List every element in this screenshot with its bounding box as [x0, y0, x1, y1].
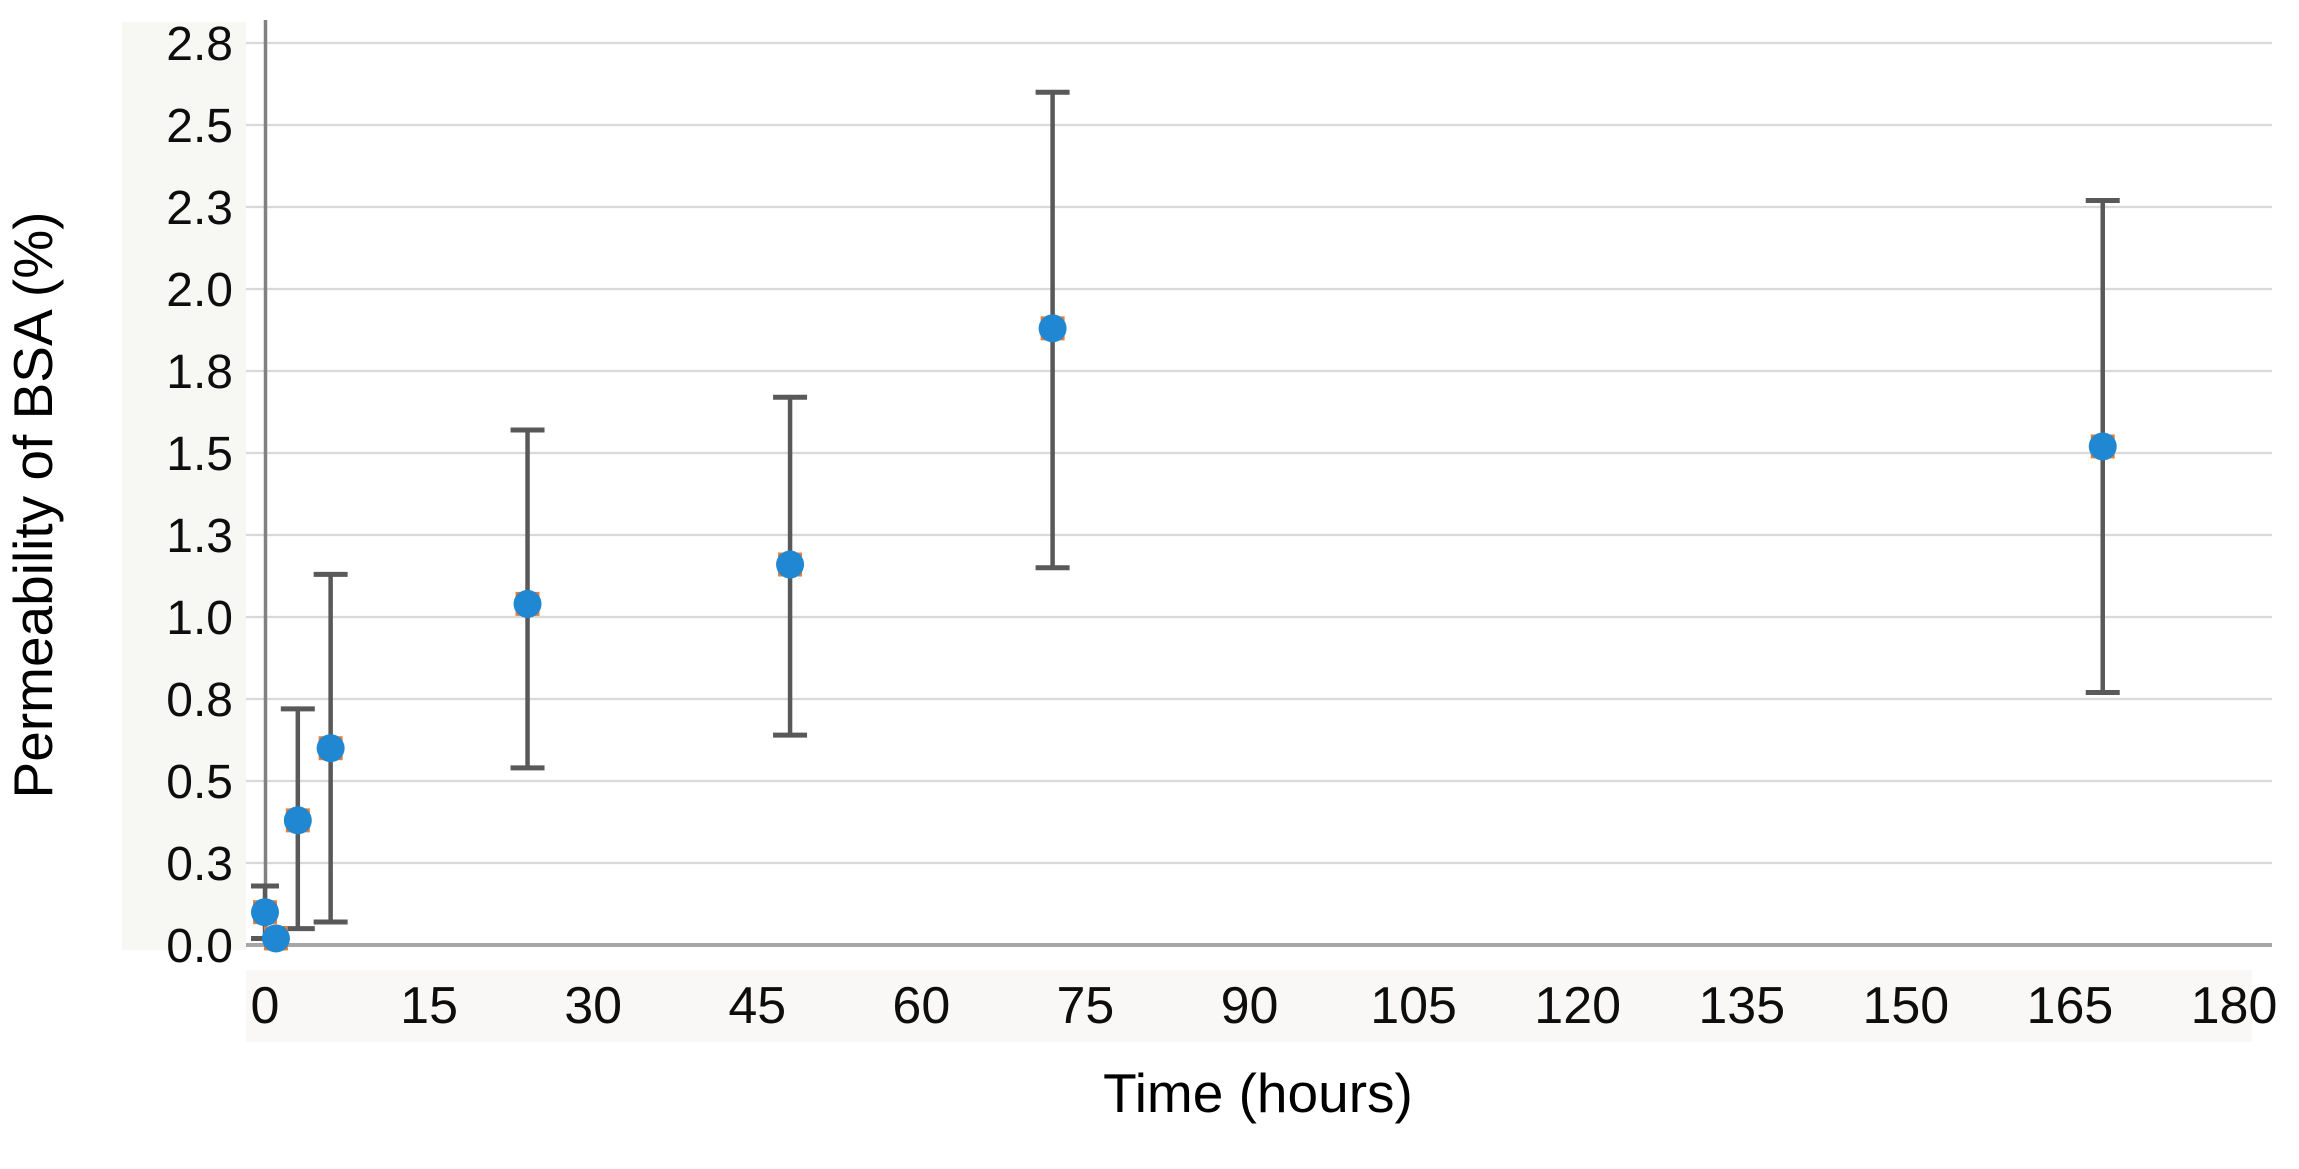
- x-tick-label: 0: [251, 977, 280, 1035]
- y-tick-label: 0.0: [166, 920, 233, 973]
- y-tick-label: 0.5: [166, 756, 233, 809]
- data-point-marker: [1038, 314, 1067, 343]
- y-tick-label: 2.0: [166, 264, 233, 317]
- blue-circle-marker: [316, 734, 345, 763]
- blue-circle-marker: [513, 589, 542, 618]
- blue-circle-marker: [1038, 314, 1067, 343]
- data-point-marker: [251, 898, 279, 927]
- x-tick-label: 105: [1370, 977, 1457, 1035]
- data-point-marker: [316, 734, 345, 763]
- y-tick-label: 0.8: [166, 674, 233, 727]
- x-tick-label: 135: [1698, 977, 1785, 1035]
- blue-circle-marker: [776, 550, 805, 579]
- data-point-marker: [283, 806, 312, 835]
- plot-area: 0.0 0.3 0.5 0.8 1.0 1.3 1.5 1.8 2.0 2.3 2.5 2.8 0 15 3…: [122, 18, 2277, 1042]
- blue-circle-marker: [283, 806, 312, 835]
- x-tick-label: 120: [1534, 977, 1621, 1035]
- data-point-marker: [513, 589, 542, 618]
- y-tick-label: 0.3: [166, 838, 233, 891]
- x-axis-title: Time (hours): [1103, 1062, 1413, 1124]
- y-axis-title: Permeability of BSA (%): [2, 212, 64, 799]
- y-label-band: [122, 22, 246, 950]
- blue-circle-marker: [251, 898, 279, 927]
- data-point-marker: [776, 550, 805, 579]
- x-tick-label: 60: [892, 977, 950, 1035]
- x-tick-label: 165: [2027, 977, 2114, 1035]
- x-tick-label: 150: [1862, 977, 1949, 1035]
- blue-circle-marker: [2088, 432, 2117, 461]
- x-label-band: [246, 970, 2252, 1042]
- x-tick-label: 90: [1221, 977, 1279, 1035]
- data-point-marker: [2088, 432, 2117, 461]
- y-tick-label: 1.8: [166, 346, 233, 399]
- x-tick-label: 180: [2191, 977, 2278, 1035]
- x-tick-label: 45: [728, 977, 786, 1035]
- x-tick-label: 75: [1056, 977, 1114, 1035]
- x-tick-label: 30: [564, 977, 622, 1035]
- y-tick-label: 1.3: [166, 510, 233, 563]
- blue-circle-marker: [261, 924, 290, 953]
- x-tick-label: 15: [400, 977, 458, 1035]
- y-tick-label: 2.8: [166, 18, 233, 71]
- y-tick-label: 2.5: [166, 100, 233, 153]
- y-tick-label: 2.3: [166, 182, 233, 235]
- y-tick-label: 1.5: [166, 428, 233, 481]
- data-point-marker: [261, 924, 290, 953]
- y-tick-label: 1.0: [166, 592, 233, 645]
